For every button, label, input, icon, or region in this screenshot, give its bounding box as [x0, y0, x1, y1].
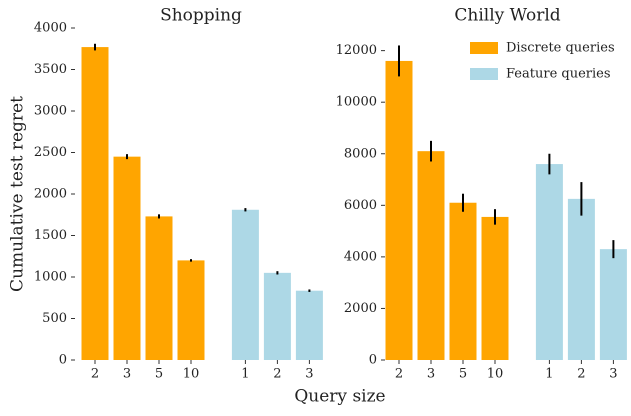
y-tick-label: 3500	[34, 62, 67, 77]
x-tick-label: 2	[91, 367, 99, 382]
bar	[567, 198, 595, 360]
x-tick-label: 1	[241, 367, 249, 382]
bar	[481, 216, 509, 360]
x-tick-label: 10	[183, 367, 200, 382]
bar	[385, 60, 413, 360]
bar	[231, 209, 259, 360]
y-tick-label: 4000	[344, 249, 377, 264]
y-tick-label: 10000	[336, 95, 377, 110]
bar	[449, 202, 477, 360]
x-tick-label: 1	[545, 367, 553, 382]
bar	[263, 272, 291, 360]
x-tick-label: 3	[123, 367, 131, 382]
y-tick-label: 2500	[34, 145, 67, 160]
y-tick-label: 2000	[344, 301, 377, 316]
y-tick-label: 500	[42, 311, 67, 326]
y-axis-label: Cumulative test regret	[8, 96, 28, 292]
bar	[599, 249, 627, 360]
bar	[295, 290, 323, 360]
y-tick-label: 1500	[34, 228, 67, 243]
y-tick-label: 2000	[34, 187, 67, 202]
x-tick-label: 5	[459, 367, 467, 382]
x-tick-label: 2	[273, 367, 281, 382]
bar	[535, 164, 563, 360]
x-tick-label: 10	[487, 367, 504, 382]
x-tick-label: 3	[609, 367, 617, 382]
x-axis-label: Query size	[294, 387, 385, 407]
bar	[145, 216, 173, 360]
y-tick-label: 0	[59, 353, 67, 368]
x-tick-label: 2	[395, 367, 403, 382]
y-tick-label: 4000	[34, 21, 67, 36]
x-tick-label: 3	[305, 367, 313, 382]
x-tick-label: 5	[155, 367, 163, 382]
bar	[417, 151, 445, 360]
chart-title: Chilly World	[454, 6, 560, 26]
legend-label: Feature queries	[506, 67, 611, 82]
chart-title: Shopping	[160, 6, 242, 26]
y-tick-label: 6000	[344, 198, 377, 213]
legend-label: Discrete queries	[506, 41, 615, 56]
legend-swatch	[470, 68, 498, 80]
y-tick-label: 8000	[344, 146, 377, 161]
y-tick-label: 0	[369, 353, 377, 368]
bar	[177, 260, 205, 360]
bar	[113, 156, 141, 360]
legend-swatch	[470, 42, 498, 54]
x-tick-label: 2	[577, 367, 585, 382]
y-tick-label: 12000	[336, 43, 377, 58]
x-tick-label: 3	[427, 367, 435, 382]
y-tick-label: 3000	[34, 104, 67, 119]
bar	[81, 47, 109, 361]
y-tick-label: 1000	[34, 270, 67, 285]
